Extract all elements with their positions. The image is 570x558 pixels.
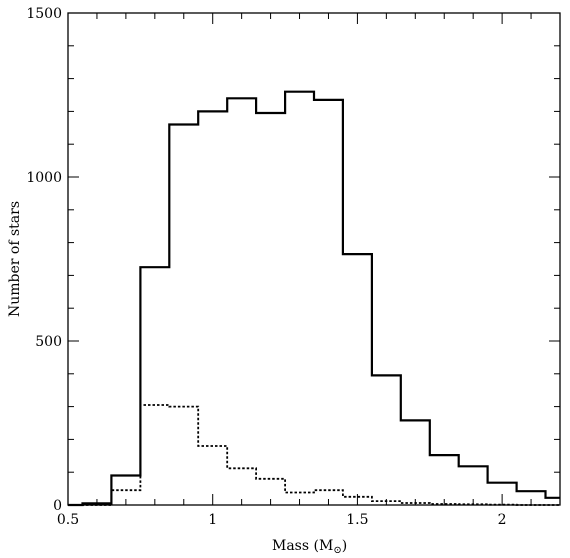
- x-axis-label: Mass (M⊙): [272, 538, 347, 556]
- x-axis-label-main: Mass (M: [272, 538, 333, 554]
- tick-labels: 0.5 1 1.5 2 0 500 1000 1500: [26, 6, 506, 528]
- x-axis-label-subscript: ⊙: [333, 545, 341, 556]
- x-tick-label: 1: [208, 512, 217, 528]
- plot-frame: [67, 12, 561, 506]
- histogram-series-dotted: [68, 404, 560, 506]
- histogram-series-solid: [68, 90, 560, 507]
- x-tick-label: 2: [498, 512, 507, 528]
- x-axis-label-close: ): [342, 538, 347, 554]
- y-tick-label: 1000: [26, 170, 62, 186]
- y-tick-label: 0: [53, 498, 62, 514]
- axis-ticks: [67, 12, 561, 506]
- y-axis-label: Number of stars: [7, 201, 23, 317]
- x-tick-label: 0.5: [57, 512, 79, 528]
- y-tick-label: 1500: [26, 6, 62, 22]
- x-tick-label: 1.5: [346, 512, 368, 528]
- plot-area: [67, 12, 561, 507]
- y-tick-label: 500: [35, 334, 62, 350]
- series-layer: [68, 90, 560, 507]
